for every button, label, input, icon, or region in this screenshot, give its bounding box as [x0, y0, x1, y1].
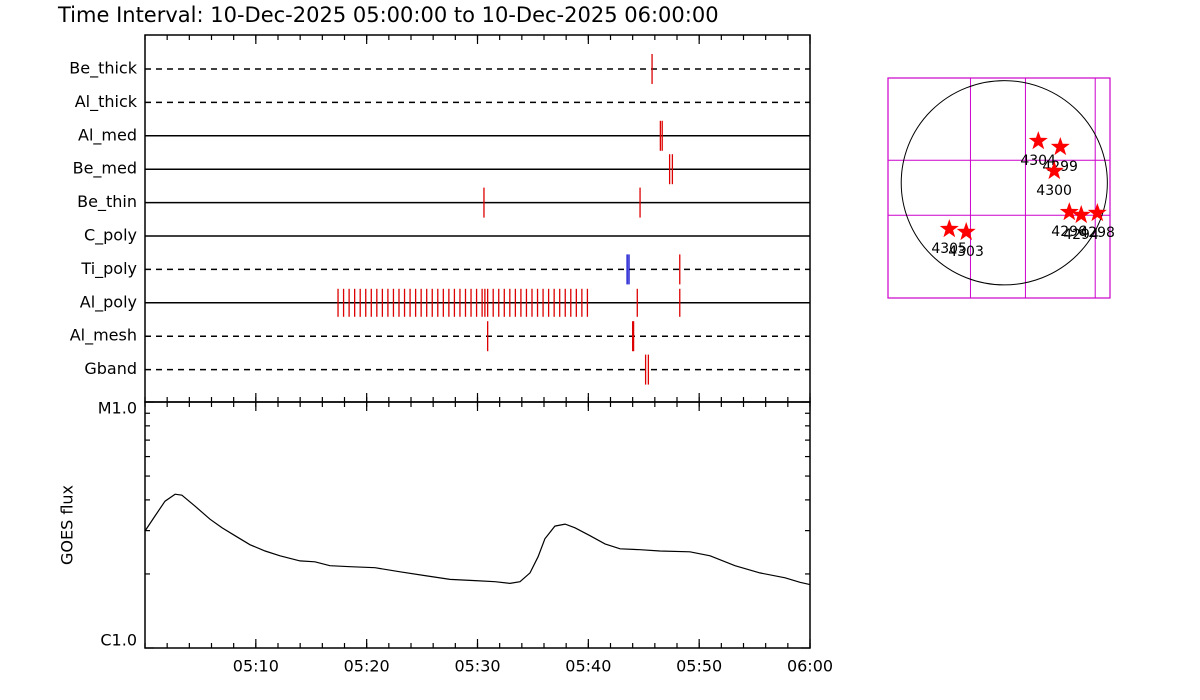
row-label: Al_mesh	[70, 326, 137, 346]
row-label: Gband	[84, 359, 137, 378]
active-region-star	[1087, 203, 1107, 222]
y-axis-title: GOES flux	[58, 485, 77, 565]
active-region-label: 4300	[1036, 183, 1072, 199]
x-tick-label: 05:40	[565, 657, 611, 676]
x-tick-label: 05:30	[454, 657, 500, 676]
solar-limb	[900, 80, 1108, 286]
row-label: Al_med	[78, 125, 137, 145]
x-tick-label: 05:10	[233, 657, 279, 676]
map-frame	[887, 77, 1111, 299]
chart-title: Time Interval: 10-Dec-2025 05:00:00 to 1…	[57, 3, 719, 27]
active-region-star	[1050, 137, 1070, 156]
row-label: Al_poly	[80, 292, 137, 312]
active-region-star	[1044, 161, 1064, 180]
row-label: Al_thick	[75, 92, 138, 112]
y-tick-label: C1.0	[100, 631, 137, 650]
x-tick-label: 05:20	[344, 657, 390, 676]
row-label: C_poly	[84, 226, 137, 246]
active-region-label: 4304	[1020, 153, 1056, 169]
y-tick-label: M1.0	[98, 399, 137, 418]
x-tick-label: 05:50	[676, 657, 722, 676]
row-label: Be_thin	[77, 192, 137, 212]
active-region-label: 4294	[1063, 227, 1099, 243]
active-region-label: 4305	[931, 241, 967, 257]
row-label: Be_med	[73, 159, 137, 179]
active-region-star	[956, 222, 976, 241]
row-label: Ti_poly	[80, 259, 137, 279]
active-region-star	[1028, 131, 1048, 150]
active-region-star	[1071, 205, 1091, 224]
x-tick-label: 06:00	[787, 657, 833, 676]
active-region-star	[939, 219, 959, 238]
active-region-star	[1059, 202, 1079, 221]
goes-line	[144, 493, 811, 586]
active-region-label: 4296	[1051, 224, 1087, 240]
active-region-label: 4303	[948, 244, 984, 260]
row-label: Be_thick	[69, 59, 137, 79]
active-region-label: 4299	[1042, 159, 1078, 175]
active-region-label: 4298	[1079, 225, 1115, 241]
